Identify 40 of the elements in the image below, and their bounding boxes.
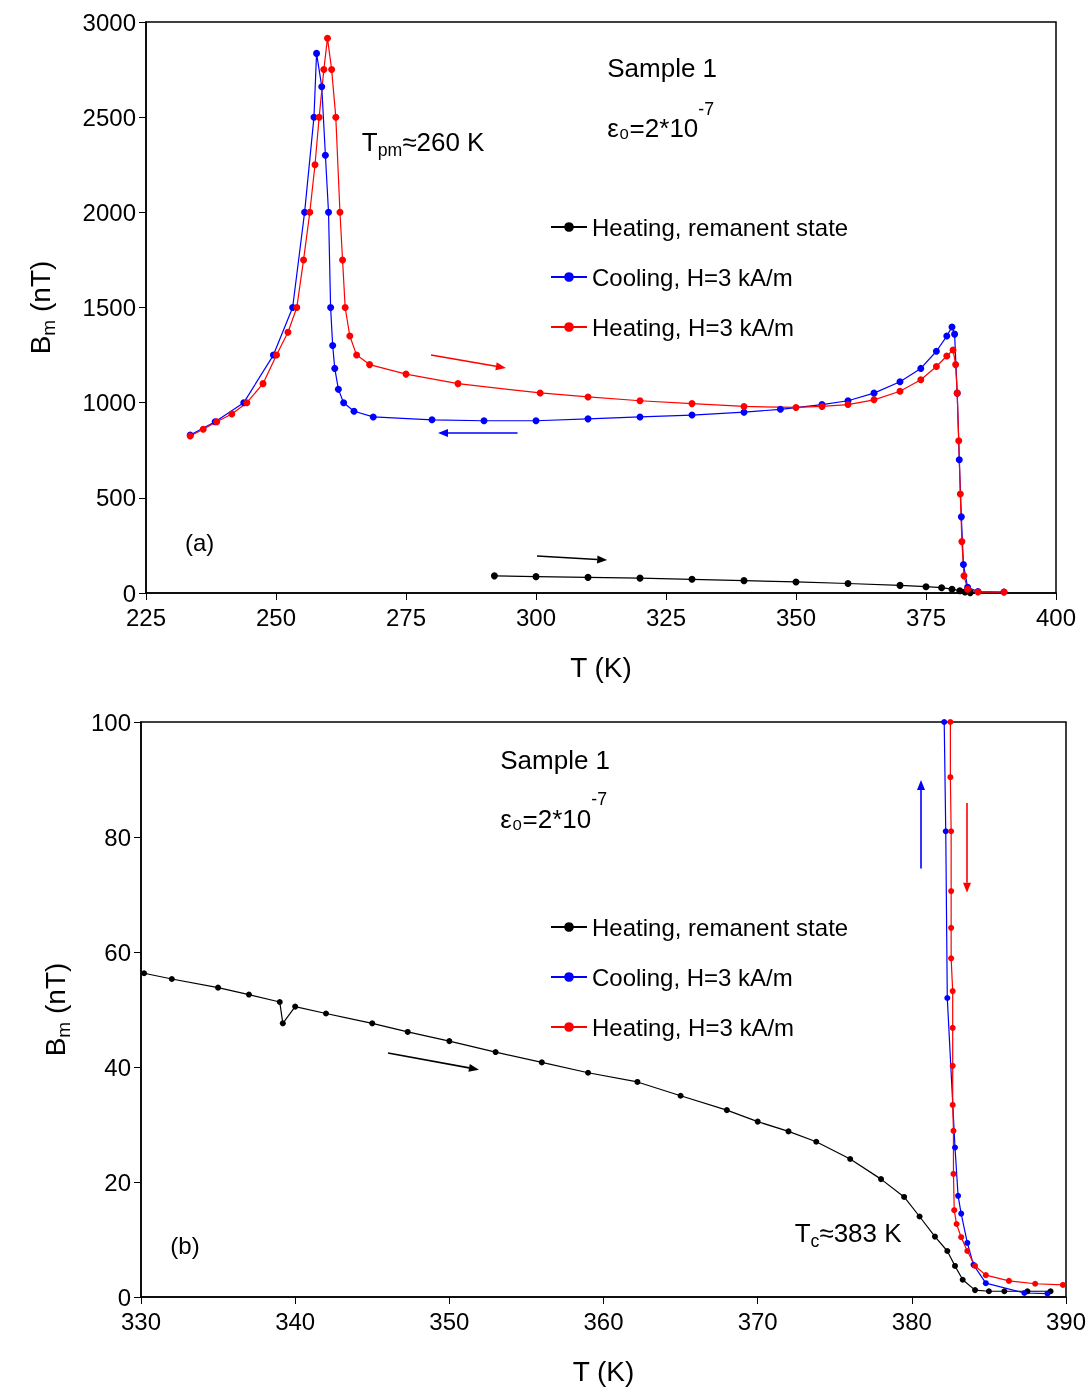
x-tick-label: 360 — [583, 1307, 624, 1335]
y-tick-label: 100 — [90, 708, 131, 736]
y-axis-title: Bm (nT) — [39, 962, 74, 1057]
legend-label: Cooling, H=3 kA/m — [592, 263, 793, 291]
x-tick-label: 370 — [737, 1307, 778, 1335]
x-tick-label: 300 — [515, 603, 557, 631]
x-tick-label: 375 — [905, 603, 947, 631]
y-axis-title: Bm (nT) — [24, 260, 59, 355]
x-tick-label: 350 — [775, 603, 817, 631]
y-tick-label: 2000 — [82, 198, 136, 226]
y-tick-label: 2500 — [82, 103, 136, 131]
annotation: ε₀=2*10-7 — [500, 789, 607, 834]
y-tick-label: 1000 — [82, 389, 136, 417]
x-tick-label: 325 — [645, 603, 687, 631]
legend-label: Heating, remanent state — [592, 913, 849, 941]
legend-label: Heating, remanent state — [592, 213, 849, 241]
annotation: Sample 1 — [607, 52, 718, 83]
y-tick-label: 60 — [104, 938, 131, 966]
y-tick-label: 3000 — [82, 8, 136, 36]
x-tick-label: 250 — [255, 603, 297, 631]
y-tick-label: 40 — [104, 1053, 131, 1081]
annotation: Sample 1 — [500, 744, 611, 775]
x-tick-label: 350 — [429, 1307, 470, 1335]
x-tick-label: 275 — [385, 603, 427, 631]
x-tick-label: 380 — [891, 1307, 932, 1335]
y-tick-label: 20 — [104, 1168, 131, 1196]
x-tick-label: 390 — [1045, 1307, 1087, 1335]
annotation: (b) — [170, 1231, 200, 1259]
legend-label: Heating, H=3 kA/m — [592, 313, 795, 341]
annotation: ε₀=2*10-7 — [607, 98, 715, 144]
x-axis-title: T (K) — [570, 651, 632, 683]
y-tick-label: 500 — [95, 484, 136, 512]
y-tick-label: 1500 — [82, 294, 136, 321]
x-tick-label: 340 — [275, 1307, 316, 1335]
x-axis-title: T (K) — [572, 1355, 635, 1387]
annotation: (a) — [185, 528, 215, 556]
y-tick-label: 80 — [104, 823, 131, 851]
legend-label: Cooling, H=3 kA/m — [592, 963, 793, 991]
legend-label: Heating, H=3 kA/m — [592, 1013, 795, 1041]
x-tick-label: 400 — [1035, 603, 1077, 631]
